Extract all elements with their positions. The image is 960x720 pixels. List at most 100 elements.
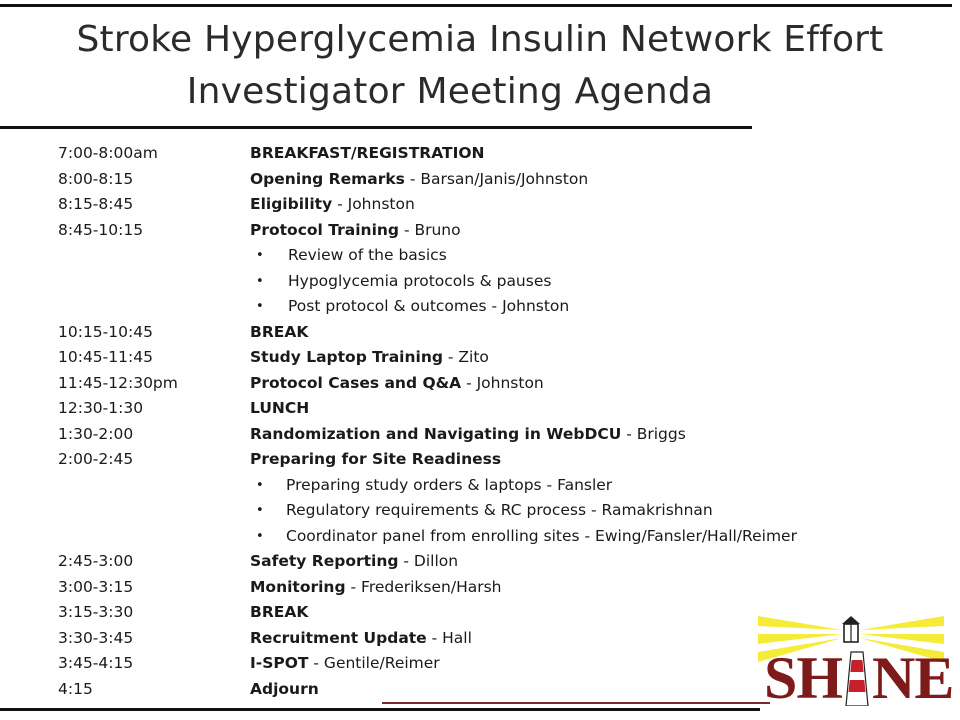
bullet-icon: • [256,503,264,518]
agenda-time: 12:30-1:30 [58,399,144,417]
agenda-list: 7:00-8:00am BREAKFAST/REGISTRATION 8:00-8:… [58,141,938,702]
logo-text: SH NE [764,645,954,711]
agenda-subitem-text: Post protocol & outcomes - Johnston [288,297,570,315]
title-line-1: Stroke Hyperglycemia Insulin Network Eff… [76,19,884,60]
agenda-row: 8:45-10:15 Protocol Training - Bruno [58,218,938,244]
top-rule [0,4,952,7]
agenda-item: Protocol Cases and Q&A - Johnston [250,371,544,397]
agenda-item-title: BREAKFAST/REGISTRATION [250,144,485,162]
agenda-row: 8:15-8:45 Eligibility - Johnston [58,192,938,218]
lighthouse-tower-icon [844,650,870,706]
agenda-item-title: LUNCH [250,399,310,417]
agenda-item-title: Opening Remarks [250,169,405,188]
shine-logo: SH NE [756,612,954,712]
agenda-item-title: Safety Reporting [250,552,399,570]
agenda-item-presenter: - Frederiksen/Harsh [345,577,502,596]
agenda-subitem: • Hypoglycemia protocols & pauses [58,269,938,295]
agenda-row: 7:00-8:00am BREAKFAST/REGISTRATION [58,141,938,167]
agenda-item: I-SPOT - Gentile/Reimer [250,651,440,677]
agenda-time: 3:45-4:15 [58,654,134,672]
agenda-item: Randomization and Navigating in WebDCU -… [250,422,686,448]
agenda-row: 10:45-11:45 Study Laptop Training - Zito [58,345,938,371]
agenda-item: Preparing for Site Readiness [250,447,501,473]
agenda-time: 3:30-3:45 [58,628,134,647]
agenda-item-presenter: - Barsan/Janis/Johnston [404,169,589,188]
agenda-time: 7:00-8:00am [58,144,158,162]
logo-text-ne: NE [872,645,954,711]
agenda-item-title: Preparing for Site Readiness [250,450,502,468]
title-underline [0,126,752,129]
agenda-item: Eligibility - Johnston [250,192,415,218]
agenda-row: 8:00-8:15 Opening Remarks - Barsan/Janis/… [58,167,938,193]
bullet-icon: • [256,299,264,314]
agenda-subitem-text: Review of the basics [288,246,447,264]
agenda-subitem: • Coordinator panel from enrolling sites … [58,524,938,550]
agenda-item-title: Monitoring [250,577,346,596]
agenda-subitem: • Preparing study orders & laptops - Fans… [58,473,938,499]
agenda-row: 3:15-3:30 BREAK [58,600,938,626]
agenda-item-presenter: - Bruno [399,220,461,239]
agenda-time: 4:15 [58,679,93,698]
agenda-row: 12:30-1:30 LUNCH [58,396,938,422]
agenda-item: Monitoring - Frederiksen/Harsh [250,575,502,601]
logo-text-sh: SH [764,645,843,711]
agenda-item: Adjourn [250,677,319,703]
agenda-item-title: I-SPOT [250,654,309,672]
agenda-item-presenter: - Dillon [398,552,459,570]
agenda-subitem-text: Preparing study orders & laptops - Fansl… [286,475,613,494]
agenda-subitem: • Review of the basics [58,243,938,269]
agenda-item: Protocol Training - Bruno [250,218,461,244]
agenda-time: 1:30-2:00 [58,424,134,443]
agenda-item-presenter: - Zito [442,348,489,366]
bullet-icon: • [256,477,264,493]
agenda-time: 3:15-3:30 [58,603,134,621]
agenda-time: 8:00-8:15 [58,169,134,188]
agenda-item-title: Protocol Cases and Q&A [250,373,462,392]
agenda-item-title: Randomization and Navigating in WebDCU [250,424,622,443]
agenda-item-title: Eligibility [250,195,333,213]
logo-underline [382,702,770,704]
agenda-subitem-text: Regulatory requirements & RC process - R… [286,501,713,519]
agenda-item: Opening Remarks - Barsan/Janis/Johnston [250,167,588,193]
agenda-item-presenter: - Johnston [461,373,544,392]
agenda-item: BREAK [250,320,308,346]
agenda-item: LUNCH [250,396,309,422]
agenda-time: 10:45-11:45 [58,348,153,366]
agenda-item-title: Study Laptop Training [250,348,443,366]
agenda-subitem-text: Hypoglycemia protocols & pauses [288,271,552,290]
agenda-row: 10:15-10:45 BREAK [58,320,938,346]
agenda-subitem-text: Coordinator panel from enrolling sites -… [286,526,797,545]
agenda-row: 11:45-12:30pm Protocol Cases and Q&A - Jo… [58,371,938,397]
agenda-item-presenter: - Gentile/Reimer [308,654,440,672]
agenda-row: 2:00-2:45 Preparing for Site Readiness [58,447,938,473]
bullet-icon: • [256,528,264,544]
agenda-time: 8:45-10:15 [58,220,144,239]
agenda-subitem: • Post protocol & outcomes - Johnston [58,294,938,320]
agenda-row: 3:30-3:45 Recruitment Update - Hall [58,626,938,652]
agenda-time: 2:00-2:45 [58,450,134,468]
title-line-2: Investigator Meeting Agenda [186,71,714,112]
bullet-icon: • [256,248,264,263]
agenda-time: 3:00-3:15 [58,577,134,596]
agenda-item: Recruitment Update - Hall [250,626,472,652]
agenda-row: 2:45-3:00 Safety Reporting - Dillon [58,549,938,575]
agenda-row: 4:15 Adjourn [58,677,938,703]
agenda-item-title: Adjourn [250,679,319,698]
lighthouse-beams-icon [758,616,944,662]
agenda-item-title: Recruitment Update [250,628,427,647]
bullet-icon: • [256,273,264,289]
agenda-item: Safety Reporting - Dillon [250,549,458,575]
slide-title: Stroke Hyperglycemia Insulin Network Eff… [0,14,960,118]
agenda-item-presenter: - Briggs [621,424,686,443]
bottom-rule [0,708,760,711]
agenda-item-title: Protocol Training [250,220,400,239]
agenda-subitem: • Regulatory requirements & RC process - … [58,498,938,524]
agenda-time: 10:15-10:45 [58,322,153,341]
agenda-item-presenter: - Johnston [332,195,415,213]
agenda-item-title: BREAK [250,603,309,621]
agenda-row: 3:45-4:15 I-SPOT - Gentile/Reimer [58,651,938,677]
agenda-item-title: BREAK [250,322,309,341]
agenda-item: BREAKFAST/REGISTRATION [250,141,485,167]
agenda-time: 8:15-8:45 [58,195,134,213]
agenda-item: Study Laptop Training - Zito [250,345,489,371]
